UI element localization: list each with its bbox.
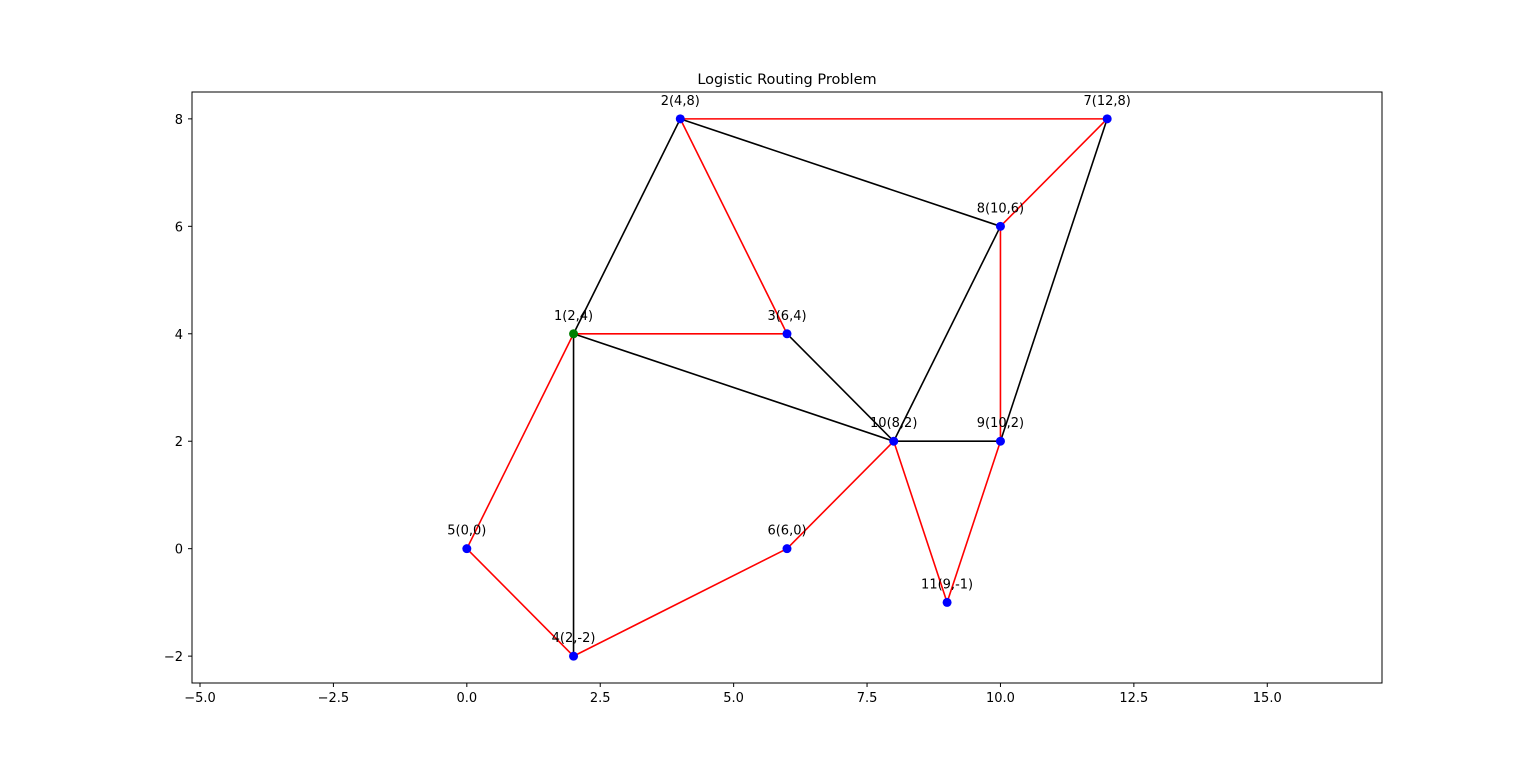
node-label: 3(6,4) <box>767 309 806 324</box>
node-label: 1(2,4) <box>554 309 593 324</box>
red-edge-4-5 <box>466 548 575 657</box>
red-edge-6-4 <box>573 547 788 657</box>
node-point <box>569 651 579 661</box>
x-tick-label: 2.5 <box>590 691 611 706</box>
red-edge-9-11 <box>946 440 1002 603</box>
red-edge-10-6 <box>786 440 895 550</box>
node-label: 2(4,8) <box>661 94 700 109</box>
chart-title: Logistic Routing Problem <box>697 72 876 88</box>
node-point <box>995 436 1005 446</box>
node-label: 8(10,6) <box>977 201 1024 216</box>
black-edge-9-7 <box>999 118 1108 442</box>
y-tick-label: 6 <box>175 220 183 235</box>
y-tick-label: 2 <box>175 435 183 450</box>
x-tick-label: 10.0 <box>986 691 1015 706</box>
black-edge-2-8 <box>680 118 1001 228</box>
x-tick-label: 12.5 <box>1119 691 1148 706</box>
y-tick-label: −2 <box>164 650 183 665</box>
node-label: 5(0,0) <box>447 524 486 539</box>
node-label: 6(6,0) <box>767 524 806 539</box>
y-tick-label: 0 <box>175 543 183 558</box>
y-axis-ticks: −2 0 2 4 6 8 <box>164 113 192 665</box>
node-label: 7(12,8) <box>1083 94 1130 109</box>
x-tick-label: −5.0 <box>184 691 216 706</box>
y-tick-label: 4 <box>175 328 183 343</box>
black-edge-3-10 <box>786 333 895 442</box>
black-edge-1-10 <box>573 333 894 442</box>
red-edge-11-10 <box>892 440 948 603</box>
edges-layer <box>466 118 1108 657</box>
node-point <box>942 597 952 607</box>
black-edge-1-2 <box>572 118 681 335</box>
node-point <box>782 544 792 554</box>
node-point <box>889 436 899 446</box>
x-tick-label: 5.0 <box>723 691 744 706</box>
red-edge-3-2 <box>679 118 788 335</box>
depot-node <box>569 329 579 339</box>
node-label: 11(9,-1) <box>921 577 973 592</box>
node-point <box>995 221 1005 231</box>
node-point <box>462 544 472 554</box>
x-tick-label: 7.5 <box>857 691 878 706</box>
node-point <box>782 329 792 339</box>
x-axis-ticks: −5.0 −2.5 0.0 2.5 5.0 7.5 10.0 12.5 15.0 <box>184 683 1282 706</box>
x-tick-label: −2.5 <box>318 691 350 706</box>
node-label: 4(2,-2) <box>552 631 596 646</box>
node-label: 9(10,2) <box>977 416 1024 431</box>
plot-frame <box>191 91 1383 684</box>
red-edge-5-1 <box>466 333 575 550</box>
node-point <box>675 114 685 124</box>
x-tick-label: 15.0 <box>1253 691 1282 706</box>
red-edge-7-8 <box>999 118 1108 227</box>
node-point <box>1102 114 1112 124</box>
nodes-layer <box>462 114 1112 661</box>
node-label: 10(8,2) <box>870 416 917 431</box>
black-edge-8-10 <box>893 225 1002 442</box>
y-tick-label: 8 <box>175 113 183 128</box>
x-tick-label: 0.0 <box>456 691 477 706</box>
node-labels-layer: 1(2,4) 2(4,8) 3(6,4) 4(2,-2) 5(0,0) 6(6,0) 7(1… <box>447 94 1131 646</box>
